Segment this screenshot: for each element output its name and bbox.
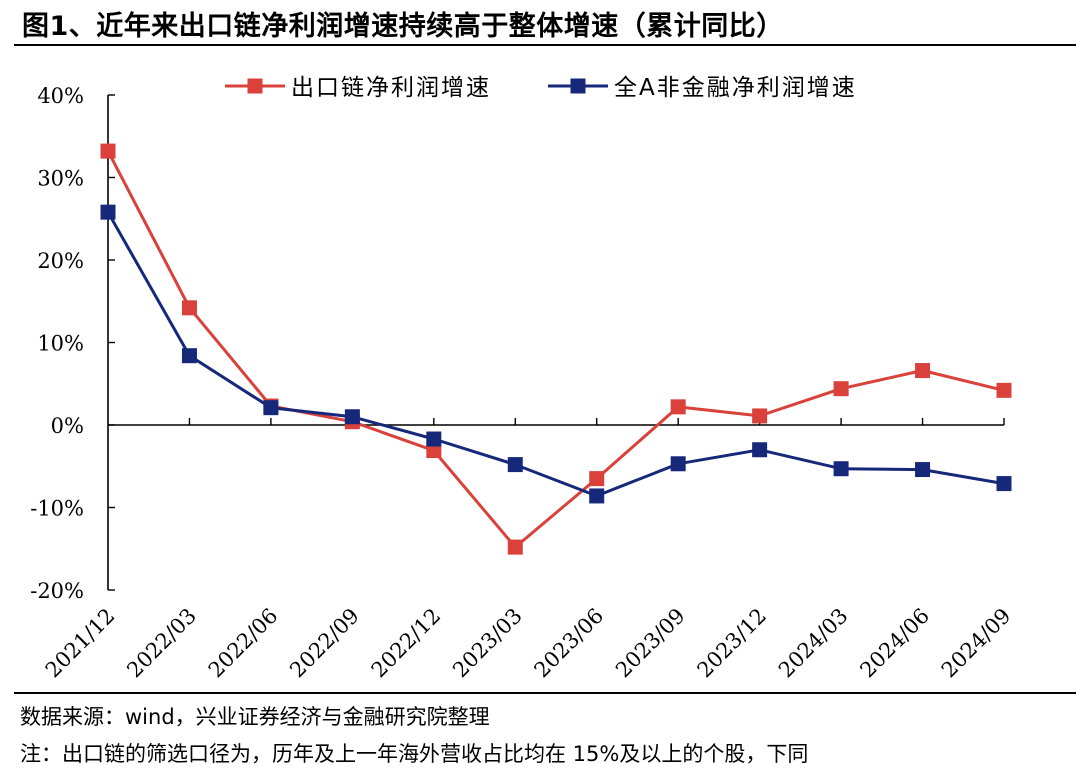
data-point	[915, 363, 931, 379]
x-tick-label: 2022/09	[285, 604, 364, 683]
legend-marker	[570, 78, 586, 94]
y-tick-label: 10%	[37, 332, 84, 356]
data-point	[100, 143, 116, 159]
series-line-2	[106, 211, 1005, 498]
data-point	[752, 408, 768, 424]
data-point	[752, 442, 768, 458]
data-point	[100, 204, 116, 220]
figure-title: 图1、近年来出口链净利润增速持续高于整体增速（累计同比）	[22, 11, 784, 42]
data-point	[670, 399, 686, 415]
data-point	[181, 348, 197, 364]
bottom-rule	[14, 692, 1076, 694]
chart-series	[100, 143, 1012, 555]
y-tick-label: 0%	[51, 414, 84, 438]
series-line-1	[106, 150, 1005, 549]
data-point	[996, 382, 1012, 398]
y-tick-label: 40%	[37, 84, 84, 108]
data-point	[833, 461, 849, 477]
data-point	[507, 539, 523, 555]
x-tick-label: 2022/03	[122, 604, 201, 683]
data-point	[589, 488, 605, 504]
top-rule	[14, 44, 1076, 46]
data-point	[833, 381, 849, 397]
source-note: 数据来源：wind，兴业证券经济与金融研究院整理	[20, 705, 490, 729]
y-tick-label: 20%	[37, 249, 84, 273]
data-point	[670, 456, 686, 472]
x-tick-label: 2024/03	[774, 604, 853, 683]
data-point	[181, 300, 197, 316]
x-tick-label: 2024/06	[855, 604, 934, 683]
legend-marker	[247, 78, 263, 94]
chart-legend: 出口链净利润增速 全A非金融净利润增速	[225, 75, 857, 101]
y-tick-label: 30%	[37, 167, 84, 191]
legend-label: 全A非金融净利润增速	[614, 75, 857, 101]
x-tick-label: 2021/12	[41, 604, 120, 683]
y-tick-label: -20%	[30, 579, 84, 603]
x-tick-label: 2023/12	[693, 604, 772, 683]
data-point	[263, 400, 279, 416]
x-tick-label: 2023/03	[448, 604, 527, 683]
data-point	[996, 476, 1012, 492]
data-point	[915, 462, 931, 478]
legend-label: 出口链净利润增速	[291, 75, 491, 101]
x-tick-label: 2024/09	[937, 604, 1016, 683]
data-point	[589, 471, 605, 487]
x-tick-label: 2023/09	[611, 604, 690, 683]
y-tick-label: -10%	[30, 497, 84, 521]
data-point	[426, 431, 442, 447]
data-point	[344, 409, 360, 425]
line-chart: -20%-10%0%10%20%30%40%2021/12 2022/03 2022…	[30, 75, 1016, 683]
x-tick-label: 2022/12	[367, 604, 446, 683]
data-point	[426, 443, 442, 459]
x-tick-label: 2022/06	[204, 604, 283, 683]
data-point	[507, 457, 523, 473]
x-tick-label: 2023/06	[530, 604, 609, 683]
remark-note: 注：出口链的筛选口径为，历年及上一年海外营收占比均在 15%及以上的个股，下同	[20, 742, 809, 766]
